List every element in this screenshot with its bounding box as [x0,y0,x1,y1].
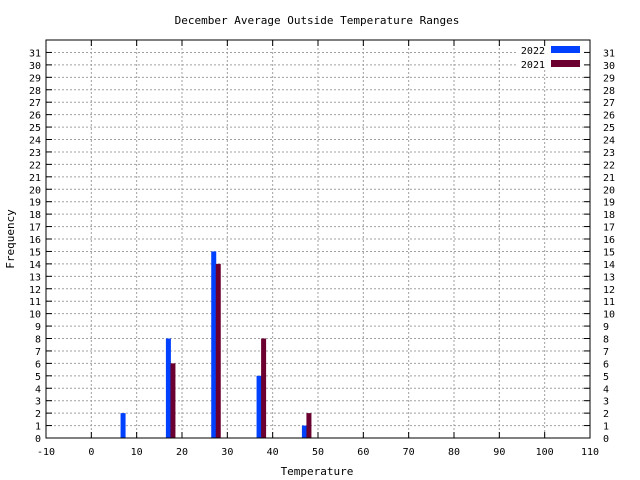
y-tick-label-right: 31 [603,48,615,59]
y-tick-label-right: 8 [603,335,609,346]
y-tick-label-right: 0 [603,434,609,445]
y-tick-label-right: 14 [603,260,615,271]
y-tick-label: 3 [35,397,41,408]
y-tick-label: 2 [35,409,41,420]
y-tick-label: 21 [29,173,41,184]
legend-label: 2021 [521,60,545,71]
y-tick-label-right: 24 [603,136,615,147]
y-tick-label: 6 [35,359,41,370]
x-tick-label: 80 [448,447,460,458]
y-tick-label: 31 [29,48,41,59]
y-tick-label: 15 [29,247,41,258]
y-tick-label-right: 22 [603,160,615,171]
bar-2021 [261,338,267,438]
x-axis-label: Temperature [281,465,354,478]
x-tick-label: 90 [493,447,505,458]
chart-title: December Average Outside Temperature Ran… [175,14,460,27]
legend-swatch [551,60,580,67]
y-tick-label: 26 [29,111,41,122]
x-tick-label: 20 [176,447,188,458]
y-tick-label-right: 15 [603,247,615,258]
y-tick-label-right: 28 [603,86,615,97]
y-tick-label: 0 [35,434,41,445]
y-tick-label-right: 13 [603,272,615,283]
legend-label: 2022 [521,46,545,57]
y-tick-label-right: 4 [603,384,609,395]
y-tick-label: 23 [29,148,41,159]
y-tick-label: 27 [29,98,41,109]
y-tick-label: 30 [29,61,41,72]
x-tick-label: 70 [403,447,415,458]
y-tick-label-right: 2 [603,409,609,420]
y-tick-label-right: 23 [603,148,615,159]
bar-2022 [120,413,126,438]
y-tick-label: 16 [29,235,41,246]
y-tick-label-right: 27 [603,98,615,109]
y-tick-label: 11 [29,297,41,308]
y-tick-label-right: 11 [603,297,615,308]
bars-group [120,251,312,438]
y-tick-label: 22 [29,160,41,171]
y-axis-label: Frequency [4,209,17,269]
x-tick-label: 100 [536,447,554,458]
x-tick-label: 30 [221,447,233,458]
x-tick-label: 0 [88,447,94,458]
y-tick-label: 29 [29,73,41,84]
y-tick-label: 14 [29,260,41,271]
x-tick-label: 40 [267,447,279,458]
y-tick-label-right: 10 [603,310,615,321]
y-tick-label-right: 17 [603,223,615,234]
y-tick-label: 19 [29,198,41,209]
grid-lines [46,40,590,438]
y-tick-label: 9 [35,322,41,333]
y-tick-label: 8 [35,335,41,346]
y-tick-label: 5 [35,372,41,383]
y-tick-label-right: 9 [603,322,609,333]
x-tick-label: 60 [357,447,369,458]
y-tick-label: 7 [35,347,41,358]
y-tick-label-right: 16 [603,235,615,246]
y-tick-label: 1 [35,422,41,433]
y-tick-label: 24 [29,136,41,147]
y-tick-label: 28 [29,86,41,97]
y-tick-label: 12 [29,285,41,296]
y-tick-label-right: 5 [603,372,609,383]
y-tick-label: 20 [29,185,41,196]
y-tick-label-right: 20 [603,185,615,196]
legend: 2022 2021 [521,46,580,71]
y-tick-label-right: 19 [603,198,615,209]
y-tick-label-right: 26 [603,111,615,122]
y-tick-label-right: 21 [603,173,615,184]
bar-2022 [211,251,217,438]
y-tick-label-right: 18 [603,210,615,221]
y-tick-label-right: 7 [603,347,609,358]
y-tick-label: 18 [29,210,41,221]
bar-2021 [306,413,312,438]
bar-2022 [301,425,307,438]
x-tick-label: 110 [581,447,599,458]
x-tick-label: 50 [312,447,324,458]
y-tick-label-right: 29 [603,73,615,84]
plot-frame [45,39,591,439]
y-tick-label: 13 [29,272,41,283]
legend-swatch [551,46,580,53]
y-tick-label-right: 12 [603,285,615,296]
y-tick-label-right: 3 [603,397,609,408]
y-tick-label: 25 [29,123,41,134]
bar-2022 [256,375,262,438]
bar-2021 [215,263,221,438]
y-tick-label-right: 6 [603,359,609,370]
y-tick-label: 17 [29,223,41,234]
y-tick-label: 4 [35,384,41,395]
y-tick-label-right: 25 [603,123,615,134]
bar-2022 [165,338,171,438]
y-tick-label-right: 1 [603,422,609,433]
y-tick-label: 10 [29,310,41,321]
bar-2021 [170,363,176,438]
x-tick-label: -10 [37,447,55,458]
x-tick-label: 10 [131,447,143,458]
y-tick-label-right: 30 [603,61,615,72]
